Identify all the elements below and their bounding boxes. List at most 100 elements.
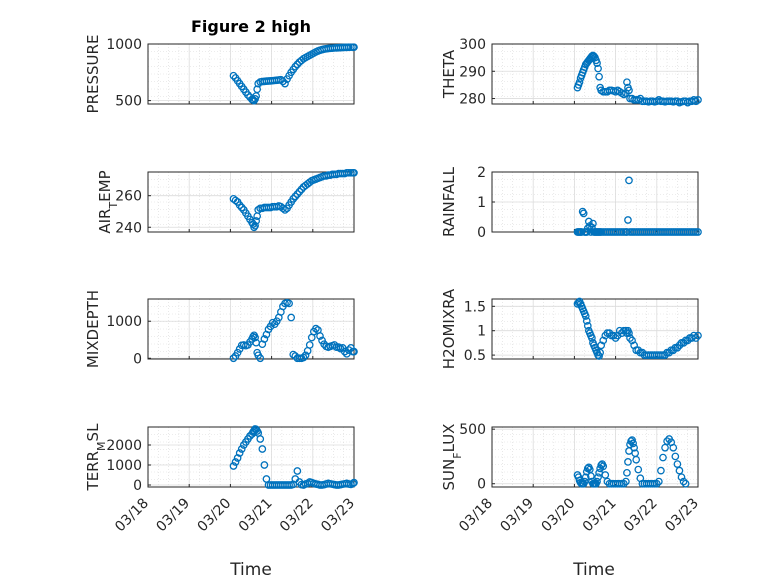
data-point [590, 52, 598, 61]
data-point [629, 439, 637, 448]
data-point [630, 443, 638, 452]
data-point [252, 217, 260, 225]
panel-6-axes [491, 298, 699, 360]
data-point [681, 479, 690, 488]
panel-1-axes [147, 43, 355, 105]
data-point [663, 437, 671, 446]
data-point [350, 168, 358, 177]
data-point [652, 479, 661, 488]
data-point [593, 59, 601, 67]
data-point [625, 329, 633, 337]
data-point [266, 322, 275, 331]
data-point [623, 468, 631, 477]
data-point [627, 437, 635, 446]
panel-5-ylabel: MIXDEPTH [84, 290, 102, 368]
data-point [272, 317, 281, 326]
data-point [623, 78, 631, 87]
data-point [318, 336, 326, 345]
data-point [235, 449, 244, 457]
data-point [279, 77, 287, 86]
x-tick-label: 03/18 [456, 495, 496, 535]
data-point [694, 96, 702, 104]
data-point [597, 341, 606, 350]
data-point [624, 216, 632, 224]
data-point [256, 435, 265, 443]
data-point [316, 332, 324, 340]
x-axis-label-left: Time [229, 560, 272, 580]
y-tick-label: 1000 [106, 37, 142, 53]
y-tick-label: 500 [115, 94, 142, 110]
data-point [237, 445, 246, 453]
data-point [582, 228, 591, 236]
data-point [229, 71, 238, 80]
data-point [594, 473, 602, 482]
data-point [624, 458, 632, 466]
data-point [299, 353, 308, 362]
data-point [297, 185, 306, 194]
data-point [244, 91, 252, 99]
data-point [233, 348, 242, 357]
data-point [301, 351, 310, 360]
data-point [279, 204, 287, 213]
data-point [588, 334, 596, 342]
data-point [581, 473, 590, 482]
y-tick-label: 290 [459, 64, 486, 80]
x-tick-label: 03/20 [195, 495, 235, 535]
data-point [289, 194, 298, 203]
data-point [251, 333, 259, 342]
data-point [625, 86, 633, 95]
data-point [287, 313, 296, 322]
data-point [575, 78, 584, 87]
data-point [235, 201, 244, 210]
data-point [256, 354, 265, 363]
ylabel-part: AIR [96, 209, 114, 234]
data-point [655, 477, 663, 486]
data-point [675, 466, 684, 475]
data-point [291, 192, 300, 201]
data-point [229, 354, 238, 363]
panel-7-grid [148, 427, 354, 487]
data-point [281, 79, 289, 88]
data-point [599, 462, 608, 471]
data-point [623, 228, 631, 236]
ylabel-part: SUN [440, 459, 458, 491]
data-point [673, 460, 682, 468]
data-point [634, 465, 643, 474]
data-point [679, 477, 688, 486]
data-point [694, 228, 702, 236]
y-tick-label: 2000 [106, 438, 142, 454]
data-point [632, 455, 641, 464]
y-tick-label: 0 [477, 225, 486, 241]
data-point [677, 473, 686, 482]
data-point [613, 331, 622, 340]
data-point [595, 72, 603, 81]
panel-7-ylabel: TERRMSL [84, 423, 108, 492]
x-axis-label-right: Time [572, 560, 615, 580]
data-point [583, 321, 592, 330]
y-tick-label: 0 [133, 351, 142, 367]
panel-1-ylabel: PRESSURE [84, 35, 102, 114]
data-point [349, 479, 357, 488]
x-tick-label: 03/20 [539, 495, 579, 535]
x-tick-label: 03/21 [580, 495, 620, 535]
data-point [630, 341, 638, 350]
y-tick-label: 1000 [106, 458, 142, 474]
x-tick-label: 03/21 [236, 495, 276, 535]
x-tick-label: 03/22 [277, 495, 317, 535]
ylabel-part: SL [84, 423, 102, 442]
y-tick-label: 1 [477, 324, 486, 340]
data-point [350, 43, 358, 52]
panel-5-grid [148, 299, 354, 359]
data-point [229, 462, 238, 470]
data-point [595, 468, 603, 477]
data-point [594, 64, 602, 73]
y-tick-label: 260 [115, 189, 142, 205]
panel-4-ylabel: RAINFALL [440, 166, 458, 237]
data-point [251, 221, 259, 230]
panel-3-ylabel: AIRTEMP [96, 170, 120, 233]
data-point [293, 467, 302, 475]
y-tick-label: 1 [477, 195, 486, 211]
data-point [258, 445, 267, 453]
data-point [312, 324, 320, 333]
